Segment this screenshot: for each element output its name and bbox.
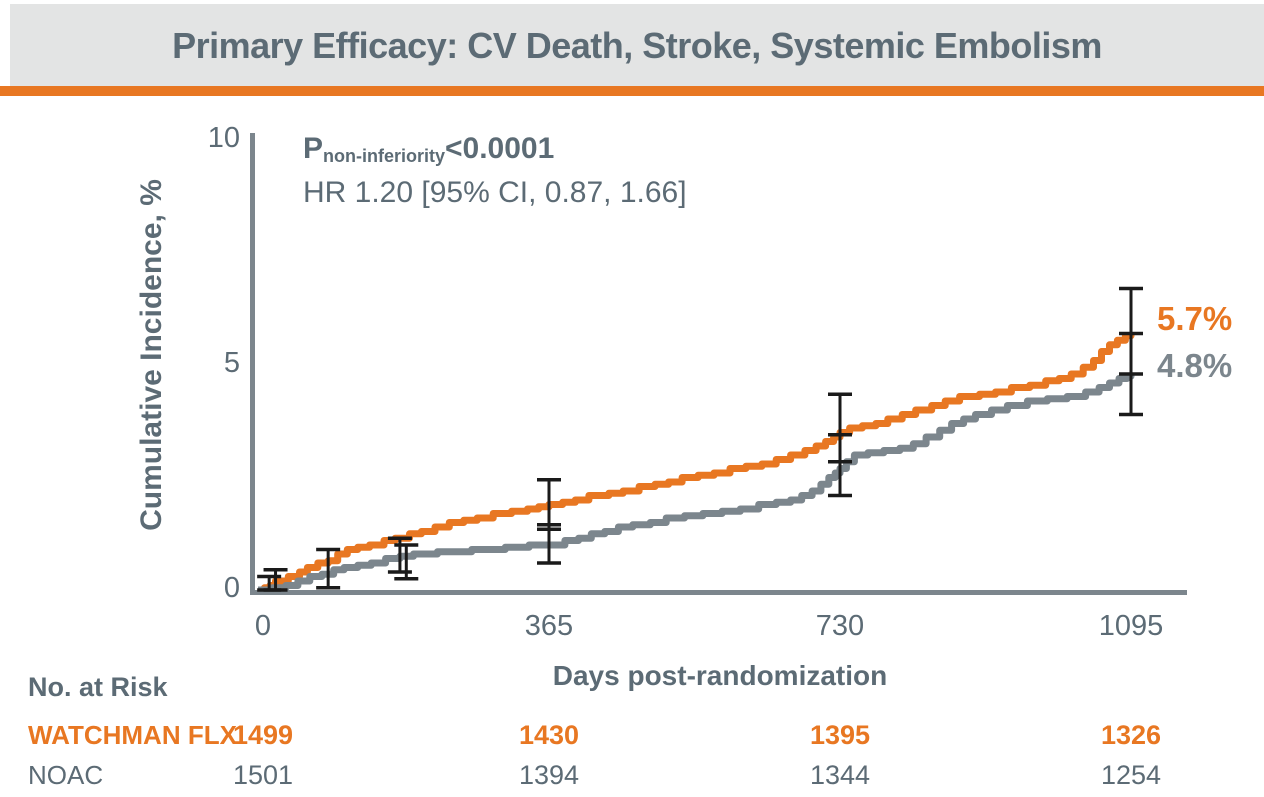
- watchman-flx-curve: [258, 332, 1135, 594]
- risk-row-label-noac: NOAC: [28, 760, 104, 790]
- page-title: Primary Efficacy: CV Death, Stroke, Syst…: [172, 25, 1102, 66]
- x-tick-1095: 1095: [1098, 610, 1164, 642]
- noac-curve: [258, 372, 1135, 594]
- x-tick-730: 730: [815, 610, 865, 642]
- watchman-end-value-label: 5.7%: [1157, 300, 1233, 337]
- y-tick-5: 5: [223, 347, 240, 379]
- x-tick-365: 365: [524, 610, 574, 642]
- risk-value-noac-day730: 1344: [809, 760, 871, 790]
- hazard-ratio-annotation: HR 1.20 [95% CI, 0.87, 1.66]: [303, 176, 687, 209]
- header-bar: [10, 4, 1264, 86]
- y-axis-title: Cumulative Incidence, %: [135, 179, 168, 531]
- p-label: P: [303, 132, 324, 165]
- p-value-annotation: Pnon-inferiority<0.0001: [303, 132, 554, 167]
- p-subscript: non-inferiority: [323, 146, 446, 166]
- p-value: <0.0001: [445, 132, 555, 165]
- accent-divider: [0, 86, 1264, 96]
- x-tick-0: 0: [254, 610, 272, 642]
- x-axis-title: Days post-randomization: [552, 660, 888, 691]
- risk-value-watchman-day1095: 1326: [1100, 720, 1162, 750]
- risk-table-header: No. at Risk: [28, 672, 168, 702]
- y-tick-10: 10: [207, 122, 240, 154]
- risk-value-noac-day0: 1501: [232, 760, 294, 790]
- risk-value-noac-day365: 1394: [518, 760, 580, 790]
- risk-value-watchman-day0: 1499: [232, 720, 294, 750]
- y-tick-0: 0: [223, 572, 240, 604]
- risk-value-watchman-day365: 1430: [518, 720, 580, 750]
- noac-end-value-label: 4.8%: [1157, 347, 1233, 384]
- risk-value-watchman-day730: 1395: [809, 720, 871, 750]
- risk-value-noac-day1095: 1254: [1100, 760, 1162, 790]
- risk-row-label-watchman: WATCHMAN FLX: [28, 720, 237, 750]
